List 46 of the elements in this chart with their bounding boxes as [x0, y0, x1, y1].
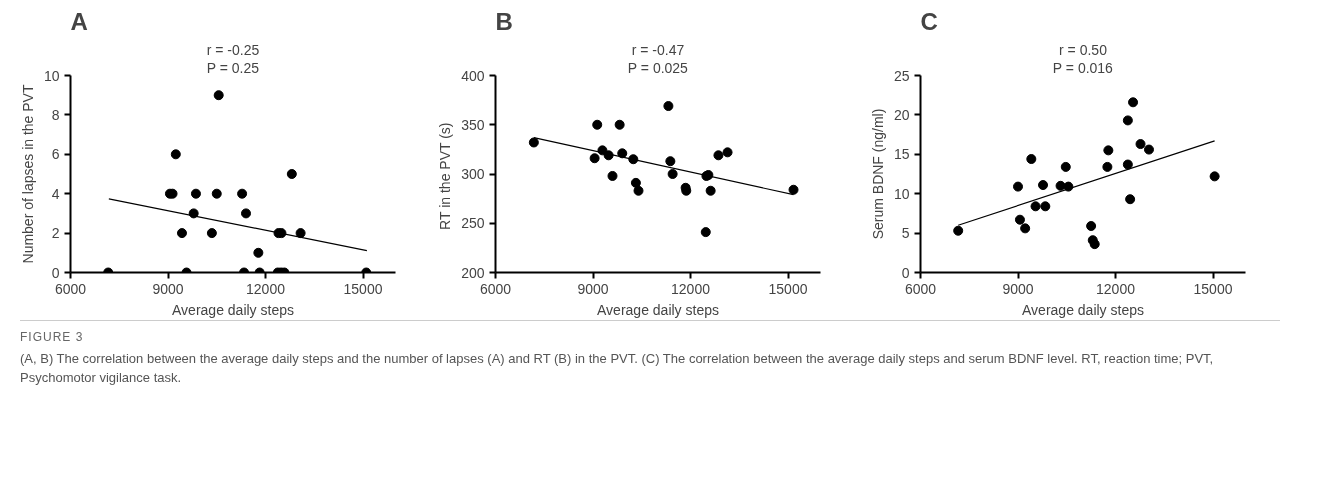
x-axis-title: Average daily steps — [1022, 301, 1144, 318]
text: (A, B) The correlation between the average daily steps and the number of lapses (A) and RT (B) in the PVT. (C) The correlation between the average daily steps and serum BDNF level. RT, reaction time; PVT, Psychomotor vigilance task. — [20, 350, 1215, 387]
x-tick-label: 6000 — [904, 280, 937, 297]
y-tick-label: 200 — [461, 264, 485, 281]
x-tick-label: 9000 — [577, 280, 609, 297]
x-tick-label: 9000 — [1002, 280, 1034, 297]
y-tick-label: 20 — [893, 106, 910, 123]
text: r = 0.50 — [1059, 41, 1108, 58]
x-tick-label: 12000 — [671, 280, 711, 297]
y-tick-label: 25 — [893, 67, 910, 84]
y-tick-label: 4 — [51, 185, 60, 202]
y-tick-label: 350 — [461, 116, 485, 133]
caption: FIGURE 3 — [20, 329, 85, 346]
y-tick-label: 300 — [461, 166, 485, 182]
x-tick-label: 15000 — [1193, 280, 1233, 297]
y-tick-label: 10 — [43, 67, 60, 84]
y-axis-title: RT in the PVT (s) — [437, 122, 454, 230]
x-tick-label: 9000 — [152, 280, 184, 297]
chart-title: A — [70, 7, 88, 35]
x-tick-label: 15000 — [343, 280, 383, 297]
x-tick-label: 12000 — [246, 280, 286, 297]
annotation: P = 0.016 — [1052, 59, 1114, 76]
chart-title: B — [495, 7, 513, 35]
x-tick-label: 6000 — [54, 280, 87, 297]
y-tick-label: 15 — [893, 146, 910, 163]
y-tick-label: 6 — [51, 146, 60, 163]
x-tick-label: 12000 — [1096, 280, 1136, 297]
y-tick-label: 0 — [901, 264, 910, 281]
x-axis-title: Average daily steps — [597, 301, 719, 318]
y-tick-label: 8 — [51, 106, 60, 123]
y-tick-label: 0 — [51, 264, 60, 281]
y-tick-label: 250 — [461, 215, 485, 232]
y-tick-label: 2 — [51, 225, 60, 242]
chart-title: C — [920, 7, 938, 35]
x-axis-title: Average daily steps — [172, 301, 294, 318]
y-axis-title: Serum BDNF (ng/ml) — [869, 108, 886, 240]
y-tick-label: 5 — [901, 225, 910, 242]
annotation: P = 0.25 — [206, 59, 260, 76]
y-axis-title: Number of lapses in the PVT — [19, 84, 36, 264]
y-tick-label: 10 — [893, 185, 910, 202]
y-tick-label: 400 — [461, 67, 485, 84]
text: r = -0.25 — [206, 41, 260, 58]
x-tick-label: 6000 — [479, 280, 512, 297]
annotation: P = 0.025 — [627, 59, 689, 76]
text: r = -0.47 — [631, 41, 685, 58]
x-tick-label: 15000 — [768, 280, 808, 297]
